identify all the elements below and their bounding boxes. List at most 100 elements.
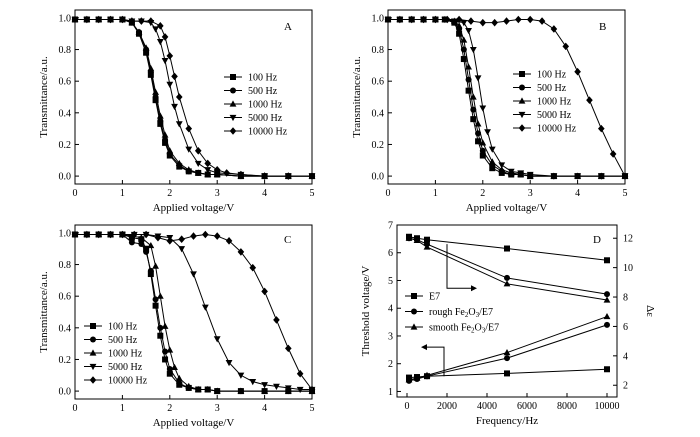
data-point — [194, 160, 202, 168]
data-point — [526, 15, 534, 24]
series-smooth-fe2o3-e7-left — [405, 312, 611, 383]
data-point — [604, 321, 610, 328]
data-point — [107, 15, 114, 24]
data-point — [488, 146, 496, 153]
y-tick-label: 0.2 — [59, 355, 72, 366]
data-point — [190, 271, 197, 278]
plot-frame — [387, 9, 626, 185]
data-point — [147, 71, 154, 78]
y-tick-label: 0.0 — [59, 387, 72, 398]
data-point — [517, 170, 525, 177]
series-1000-hz — [71, 15, 316, 179]
legend-marker — [229, 114, 237, 122]
data-point — [562, 42, 570, 51]
data-point — [460, 36, 468, 43]
legend-marker — [230, 74, 236, 80]
data-point — [621, 172, 629, 180]
legend-label: 1000 Hz — [108, 349, 143, 360]
panel-label: B — [599, 21, 606, 33]
data-point — [284, 385, 292, 392]
data-point — [166, 147, 174, 154]
data-point — [166, 346, 174, 353]
y-axis-label: Transmittance/a.u. — [351, 56, 363, 138]
legend-label: 500 Hz — [248, 86, 278, 97]
x-tick-label: 6000 — [517, 401, 537, 412]
data-point — [550, 25, 558, 33]
series-e7-left — [406, 366, 610, 381]
data-point — [138, 240, 145, 247]
data-point — [147, 267, 154, 274]
series-smooth-fe2o3-e7-right — [405, 234, 611, 303]
data-point — [503, 349, 511, 356]
data-point — [204, 159, 212, 168]
panel-label: D — [593, 234, 601, 246]
legend-marker — [518, 124, 526, 132]
data-point — [202, 230, 209, 239]
data-point — [261, 382, 268, 389]
data-point — [161, 322, 169, 329]
x-tick-label: 0 — [73, 403, 78, 414]
data-point — [504, 370, 510, 377]
data-point — [465, 63, 472, 70]
data-point — [396, 15, 404, 24]
data-point — [249, 379, 257, 386]
data-point — [166, 237, 174, 245]
x-tick-label: 4 — [262, 403, 267, 414]
data-point — [604, 257, 610, 264]
legend-marker — [89, 376, 97, 384]
data-point — [157, 332, 164, 339]
data-point — [225, 360, 233, 367]
legend-label: 5000 Hz — [248, 113, 283, 124]
data-point — [213, 387, 221, 394]
data-point — [143, 248, 150, 255]
data-point — [296, 386, 304, 394]
y-tick-label: 0.4 — [59, 323, 72, 334]
legend-text-part: 2 — [471, 327, 475, 335]
series-rough-fe2o3-e7-right — [406, 235, 610, 298]
x-axis-label: Applied voltage/V — [466, 202, 548, 214]
x-tick-label: 4 — [575, 188, 580, 199]
legend-text-part: O — [468, 307, 475, 318]
data-point — [154, 233, 162, 242]
data-point — [550, 173, 558, 180]
left-axis-arrow — [427, 346, 445, 377]
x-tick-label: 5 — [623, 188, 628, 199]
data-point — [152, 26, 159, 33]
y-tick-label: 0.2 — [372, 140, 385, 151]
data-point — [178, 246, 186, 253]
y-tick-label: 0.2 — [59, 140, 72, 151]
data-point — [237, 170, 245, 179]
data-point — [308, 385, 316, 394]
data-point — [469, 46, 477, 54]
legend-text-part: /E7 — [479, 307, 493, 318]
legend-label: 10000 Hz — [248, 127, 288, 138]
y-tick-label: 0.6 — [59, 292, 72, 303]
data-point — [479, 152, 486, 159]
series-500-hz — [385, 16, 628, 180]
legend-marker — [411, 308, 417, 315]
legend: 100 Hz 500 Hz 1000 Hz 5000 Hz 10000 Hz — [224, 73, 288, 138]
y-axis-label: Transmittance/a.u. — [38, 271, 50, 353]
data-point — [273, 316, 280, 324]
data-point — [147, 17, 155, 25]
x-tick-label: 1 — [433, 188, 438, 199]
data-point — [194, 146, 202, 155]
data-point — [474, 120, 482, 127]
data-point — [408, 15, 415, 24]
y-axis-label: Threshold voltage/V — [360, 266, 372, 357]
legend-label: 1000 Hz — [537, 97, 572, 108]
data-point — [470, 116, 477, 123]
data-point — [166, 370, 173, 377]
legend-marker — [410, 323, 418, 330]
data-point — [423, 243, 431, 250]
data-point — [119, 15, 126, 24]
data-point — [515, 15, 522, 24]
y-tick-label: 4 — [388, 304, 393, 315]
data-point — [237, 372, 245, 379]
data-point — [413, 374, 421, 381]
data-point — [119, 230, 126, 239]
x-tick-label: 2 — [480, 188, 485, 199]
x-tick-label: 5 — [310, 188, 315, 199]
data-point — [152, 97, 159, 104]
